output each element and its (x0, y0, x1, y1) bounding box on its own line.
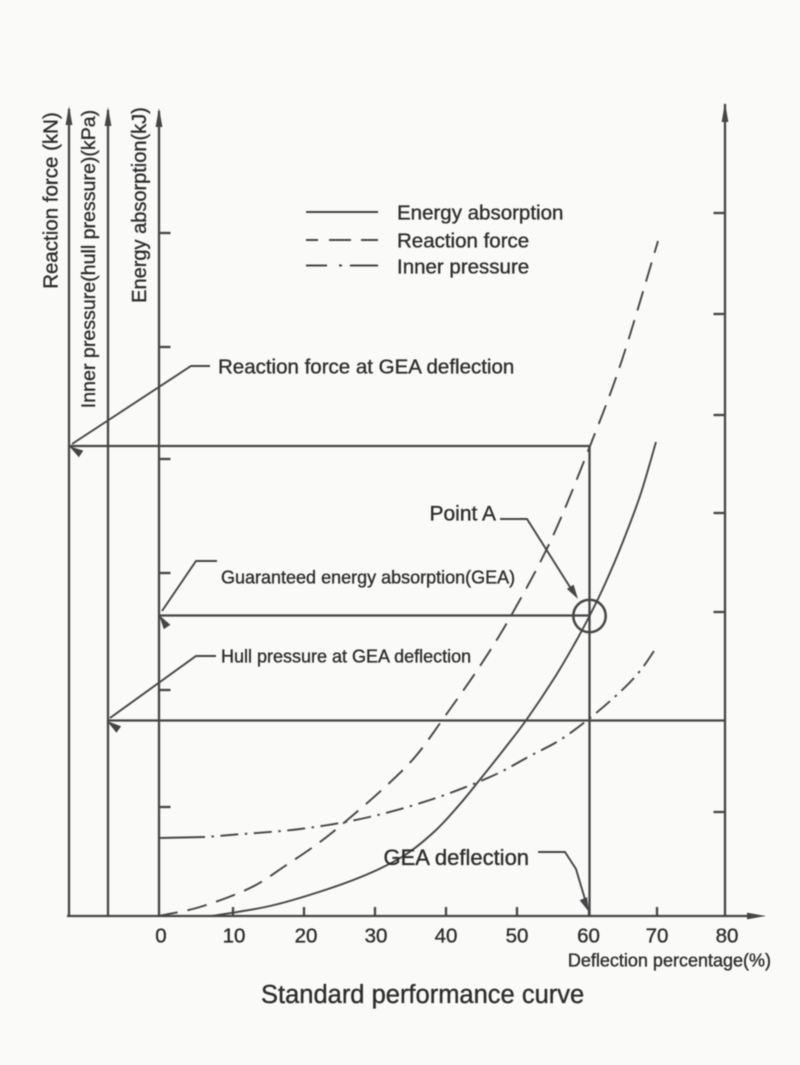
svg-text:40: 40 (435, 925, 458, 948)
svg-text:60: 60 (577, 925, 600, 948)
svg-text:30: 30 (365, 925, 388, 948)
svg-text:0: 0 (155, 925, 166, 948)
svg-text:Reaction force: Reaction force (397, 229, 529, 252)
svg-text:Energy absorption(kJ): Energy absorption(kJ) (129, 107, 151, 303)
svg-text:Inner pressure(hull pressure)(: Inner pressure(hull pressure)(kPa) (78, 110, 100, 408)
svg-text:20: 20 (295, 925, 318, 948)
svg-text:Standard performance curve: Standard performance curve (261, 981, 584, 1009)
svg-text:Point A: Point A (430, 503, 497, 526)
svg-text:70: 70 (646, 925, 669, 948)
svg-text:Energy absorption: Energy absorption (397, 201, 563, 224)
svg-text:10: 10 (223, 925, 246, 948)
svg-text:80: 80 (716, 925, 739, 948)
svg-text:Deflection percentage(%): Deflection percentage(%) (568, 951, 771, 971)
svg-text:Reaction force at GEA deflecti: Reaction force at GEA deflection (218, 355, 514, 378)
svg-text:Inner pressure: Inner pressure (397, 255, 529, 278)
svg-text:GEA deflection: GEA deflection (384, 845, 530, 870)
svg-text:50: 50 (506, 925, 529, 948)
svg-text:Reaction force (kN): Reaction force (kN) (40, 112, 63, 289)
svg-text:Hull pressure at GEA deflectio: Hull pressure at GEA deflection (221, 647, 471, 667)
svg-text:Guaranteed energy absorption(G: Guaranteed energy absorption(GEA) (221, 568, 515, 588)
